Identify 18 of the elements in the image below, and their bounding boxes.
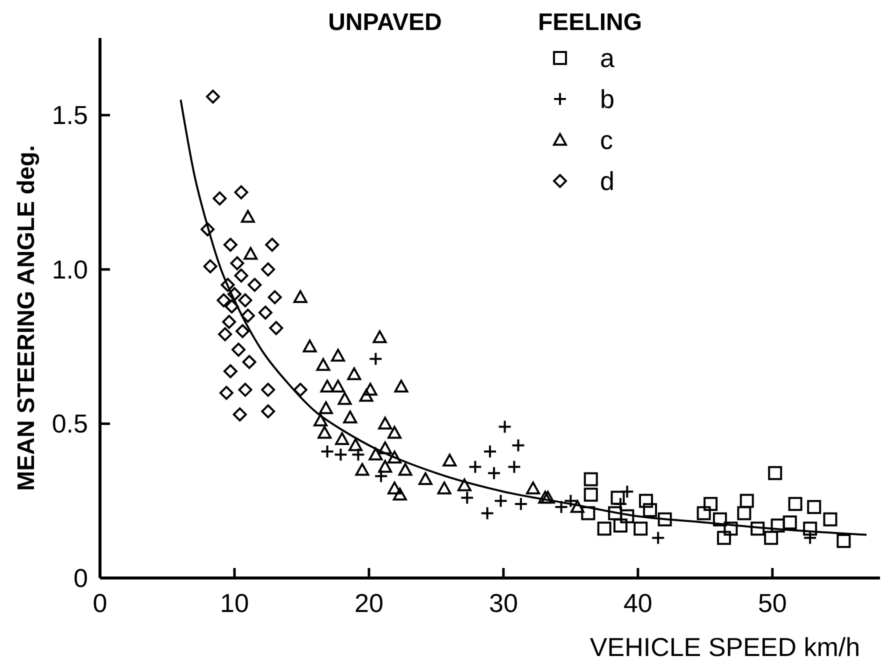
y-tick-label: 1.5 [52,100,88,130]
y-tick-label: 0 [74,563,88,593]
legend-label: c [600,125,613,155]
x-tick-label: 40 [623,588,652,618]
legend-label: d [600,166,614,196]
x-tick-label: 0 [92,588,108,618]
x-tick-label: 30 [488,588,518,618]
legend-title: FEELING [538,9,642,36]
x-tick-label: 50 [758,588,787,618]
y-axis-title: MEAN STEERING ANGLE deg. [13,145,40,491]
y-tick-label: 1.0 [52,254,88,284]
chart-title: UNPAVED [328,9,442,36]
x-tick-label: 10 [220,588,249,618]
x-tick-label: 20 [354,588,384,618]
y-tick-label: 0.5 [52,408,88,439]
x-axis-title: VEHICLE SPEED km/h [590,632,860,662]
legend-label: b [600,84,614,114]
legend-label: a [600,43,615,73]
